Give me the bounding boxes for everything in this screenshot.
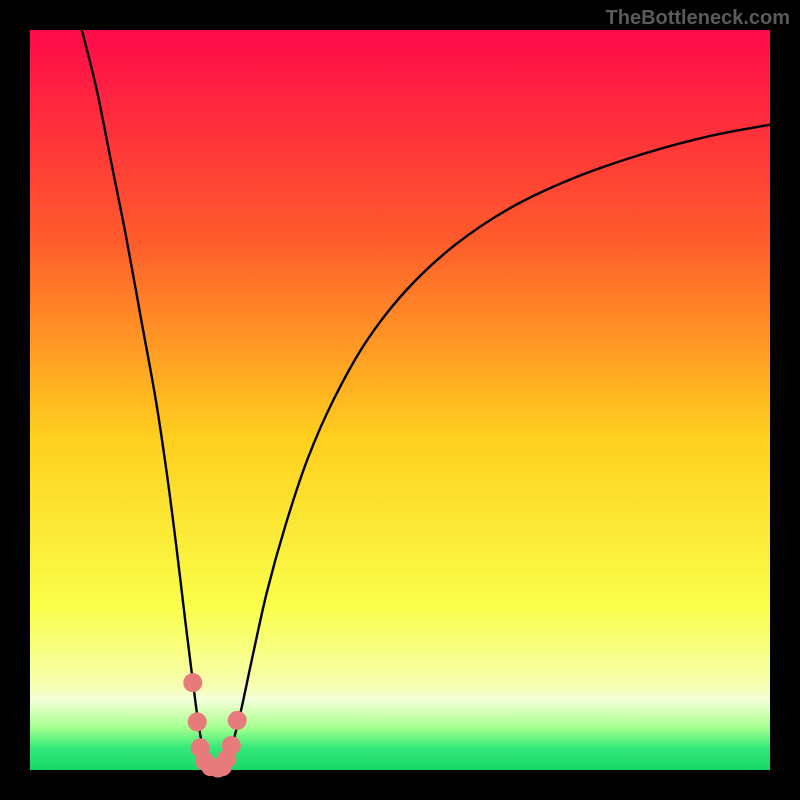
data-point-marker [188,712,207,731]
data-point-marker [222,736,241,755]
plot-area [30,30,770,778]
data-point-marker [183,673,202,692]
watermark-text: TheBottleneck.com [606,7,790,29]
plot-background-gradient [30,30,770,770]
bottleneck-chart-svg: TheBottleneck.com [0,0,800,800]
data-point-marker [228,711,247,730]
chart-stage: TheBottleneck.com [0,0,800,800]
